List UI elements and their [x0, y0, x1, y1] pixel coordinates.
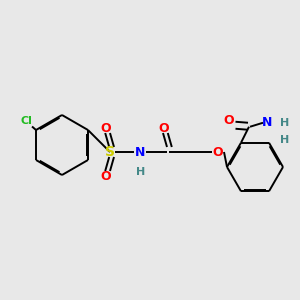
Text: H: H — [136, 167, 146, 177]
Text: O: O — [213, 146, 223, 158]
Text: S: S — [105, 145, 115, 159]
Text: N: N — [135, 146, 145, 158]
Text: Cl: Cl — [20, 116, 32, 126]
Text: H: H — [280, 135, 290, 145]
Text: O: O — [159, 122, 169, 134]
Text: O: O — [101, 122, 111, 134]
Text: O: O — [224, 114, 234, 127]
Text: H: H — [280, 118, 290, 128]
Text: N: N — [262, 116, 272, 129]
Text: O: O — [101, 169, 111, 182]
